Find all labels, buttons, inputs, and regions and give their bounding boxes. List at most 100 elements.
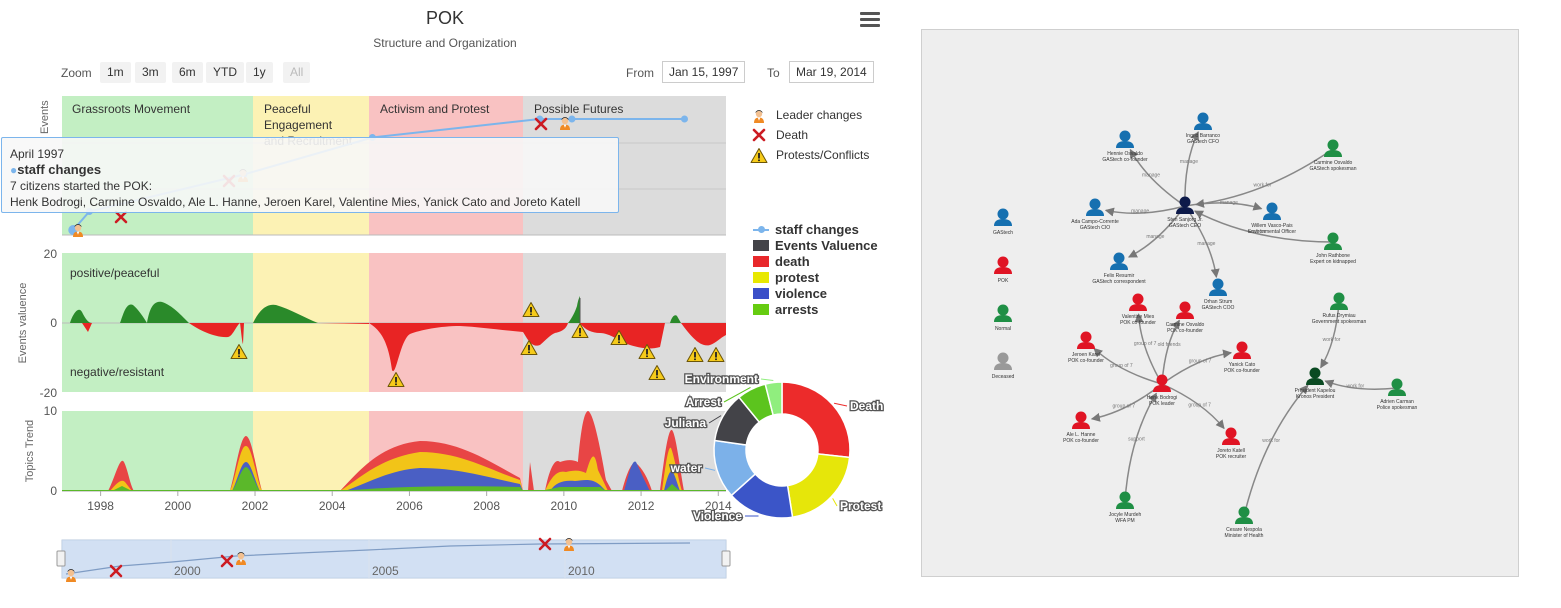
- graph-node-name: Orhan Strum: [1204, 299, 1233, 305]
- series-legend-swatch: [753, 288, 769, 299]
- navigator[interactable]: 2000 2005 2010: [56, 537, 731, 582]
- staff-changes-point[interactable]: [568, 115, 576, 123]
- graph-node-name: Valentine Mies: [1122, 314, 1155, 320]
- zoom-all-button[interactable]: All: [283, 62, 311, 83]
- navigator-xtick: 2005: [372, 564, 399, 578]
- series-legend-item[interactable]: arrests: [753, 302, 818, 317]
- navigator-left-handle[interactable]: [56, 550, 66, 567]
- zoom-ytd-button[interactable]: YTD: [206, 62, 244, 83]
- graph-edge[interactable]: [1193, 210, 1334, 243]
- donut-slice[interactable]: [781, 381, 851, 459]
- to-date-input[interactable]: Mar 19, 2014: [789, 61, 874, 83]
- graph-edge[interactable]: [1161, 349, 1233, 385]
- topics-xtick-label: 2008: [473, 499, 500, 513]
- valence-positive-area: [70, 296, 681, 323]
- graph-edge-label: work for: [1254, 182, 1272, 188]
- graph-legend-item[interactable]: Normal: [994, 304, 1012, 333]
- legend-death[interactable]: Death: [750, 126, 808, 144]
- period-label-activism: Activism and Protest: [380, 102, 490, 116]
- navigator-selection[interactable]: [62, 540, 726, 578]
- donut-label: Protest: [840, 499, 881, 513]
- graph-edge[interactable]: [1104, 205, 1186, 217]
- graph-edge[interactable]: [1243, 384, 1309, 517]
- graph-node-name: Felix Resumir: [1104, 273, 1135, 279]
- topics-xtick-label: 1998: [87, 499, 114, 513]
- graph-node[interactable]: Sten Sanjorg Jr.GAStech CEO: [1167, 196, 1203, 230]
- person-icon: [1263, 202, 1281, 220]
- graph-node-role: POK co-founder: [1063, 438, 1099, 444]
- series-legend-swatch: [753, 304, 769, 315]
- graph-node-role: Minister of Health: [1225, 533, 1264, 539]
- zoom-3m-button[interactable]: 3m: [135, 62, 166, 83]
- series-legend-item[interactable]: staff changes: [753, 222, 859, 237]
- navigator-xtick: 2010: [568, 564, 595, 578]
- donut-connector: [723, 387, 751, 403]
- graph-edge[interactable]: [1093, 347, 1163, 385]
- death-icon: [752, 128, 766, 142]
- positive-peaceful-label: positive/peaceful: [70, 266, 159, 280]
- zoom-1m-button[interactable]: 1m: [100, 62, 131, 83]
- graph-legend-item[interactable]: Deceased: [992, 352, 1015, 381]
- legend-protests[interactable]: Protests/Conflicts: [750, 146, 869, 164]
- from-date-input[interactable]: Jan 15, 1997: [662, 61, 746, 83]
- staff-changes-point[interactable]: [681, 115, 688, 123]
- graph-node-name: Ale L. Hanne: [1067, 432, 1096, 438]
- period-label-futures: Possible Futures: [534, 102, 623, 116]
- graph-edge-label: manage: [1220, 200, 1238, 206]
- graph-node-role: Expert on kidnapped: [1310, 259, 1356, 265]
- person-icon: [1129, 293, 1147, 311]
- graph-edge[interactable]: [1324, 379, 1398, 390]
- person-icon: [1077, 331, 1095, 349]
- donut-label: Environment: [685, 372, 758, 386]
- series-legend-item[interactable]: death: [753, 254, 810, 269]
- network-graph[interactable]: manage manage manage manage manage manage work…: [922, 30, 1518, 576]
- graph-edge-label: work for: [1248, 229, 1266, 235]
- zoom-6m-button[interactable]: 6m: [172, 62, 203, 83]
- graph-node-name: Henk Bodrogi: [1147, 395, 1177, 401]
- graph-edge-label: group of 7: [1112, 403, 1135, 409]
- graph-legend-item[interactable]: POK: [994, 256, 1012, 285]
- topics-xaxis: 1998 2000 2002 2004 2006 2008 2010 2012 2014: [87, 491, 732, 513]
- graph-node-role: Government spokesman: [1312, 319, 1367, 325]
- network-graph-panel[interactable]: manage manage manage manage manage manage work…: [921, 29, 1519, 577]
- period-label-grassroots: Grassroots Movement: [72, 102, 191, 116]
- navigator-right-handle[interactable]: [721, 550, 731, 567]
- graph-edge[interactable]: [1129, 148, 1186, 207]
- graph-edge[interactable]: [1124, 392, 1157, 502]
- series-legend-item[interactable]: protest: [753, 270, 819, 285]
- zoom-1y-button[interactable]: 1y: [246, 62, 273, 83]
- series-legend-item[interactable]: violence: [753, 286, 827, 301]
- series-legend-item[interactable]: Events Valuence: [753, 238, 878, 253]
- graph-edge[interactable]: [1184, 201, 1263, 211]
- graph-edge[interactable]: [1195, 148, 1334, 208]
- donut-slice[interactable]: [764, 381, 783, 417]
- topics-trend-panel: 10 0 Topics Trend 1998 2000 2002 2004 2006 20…: [24, 404, 732, 513]
- graph-edge[interactable]: [1320, 301, 1340, 369]
- graph-legend-item[interactable]: GAStech: [993, 208, 1013, 237]
- hamburger-menu-icon[interactable]: [860, 12, 880, 28]
- leader-changes-icon: [754, 110, 764, 123]
- graph-edge-label: group of 7: [1134, 341, 1157, 347]
- graph-node-name: Carmine Osvaldo: [1314, 160, 1353, 166]
- legend-leader-changes[interactable]: Leader changes: [750, 106, 862, 124]
